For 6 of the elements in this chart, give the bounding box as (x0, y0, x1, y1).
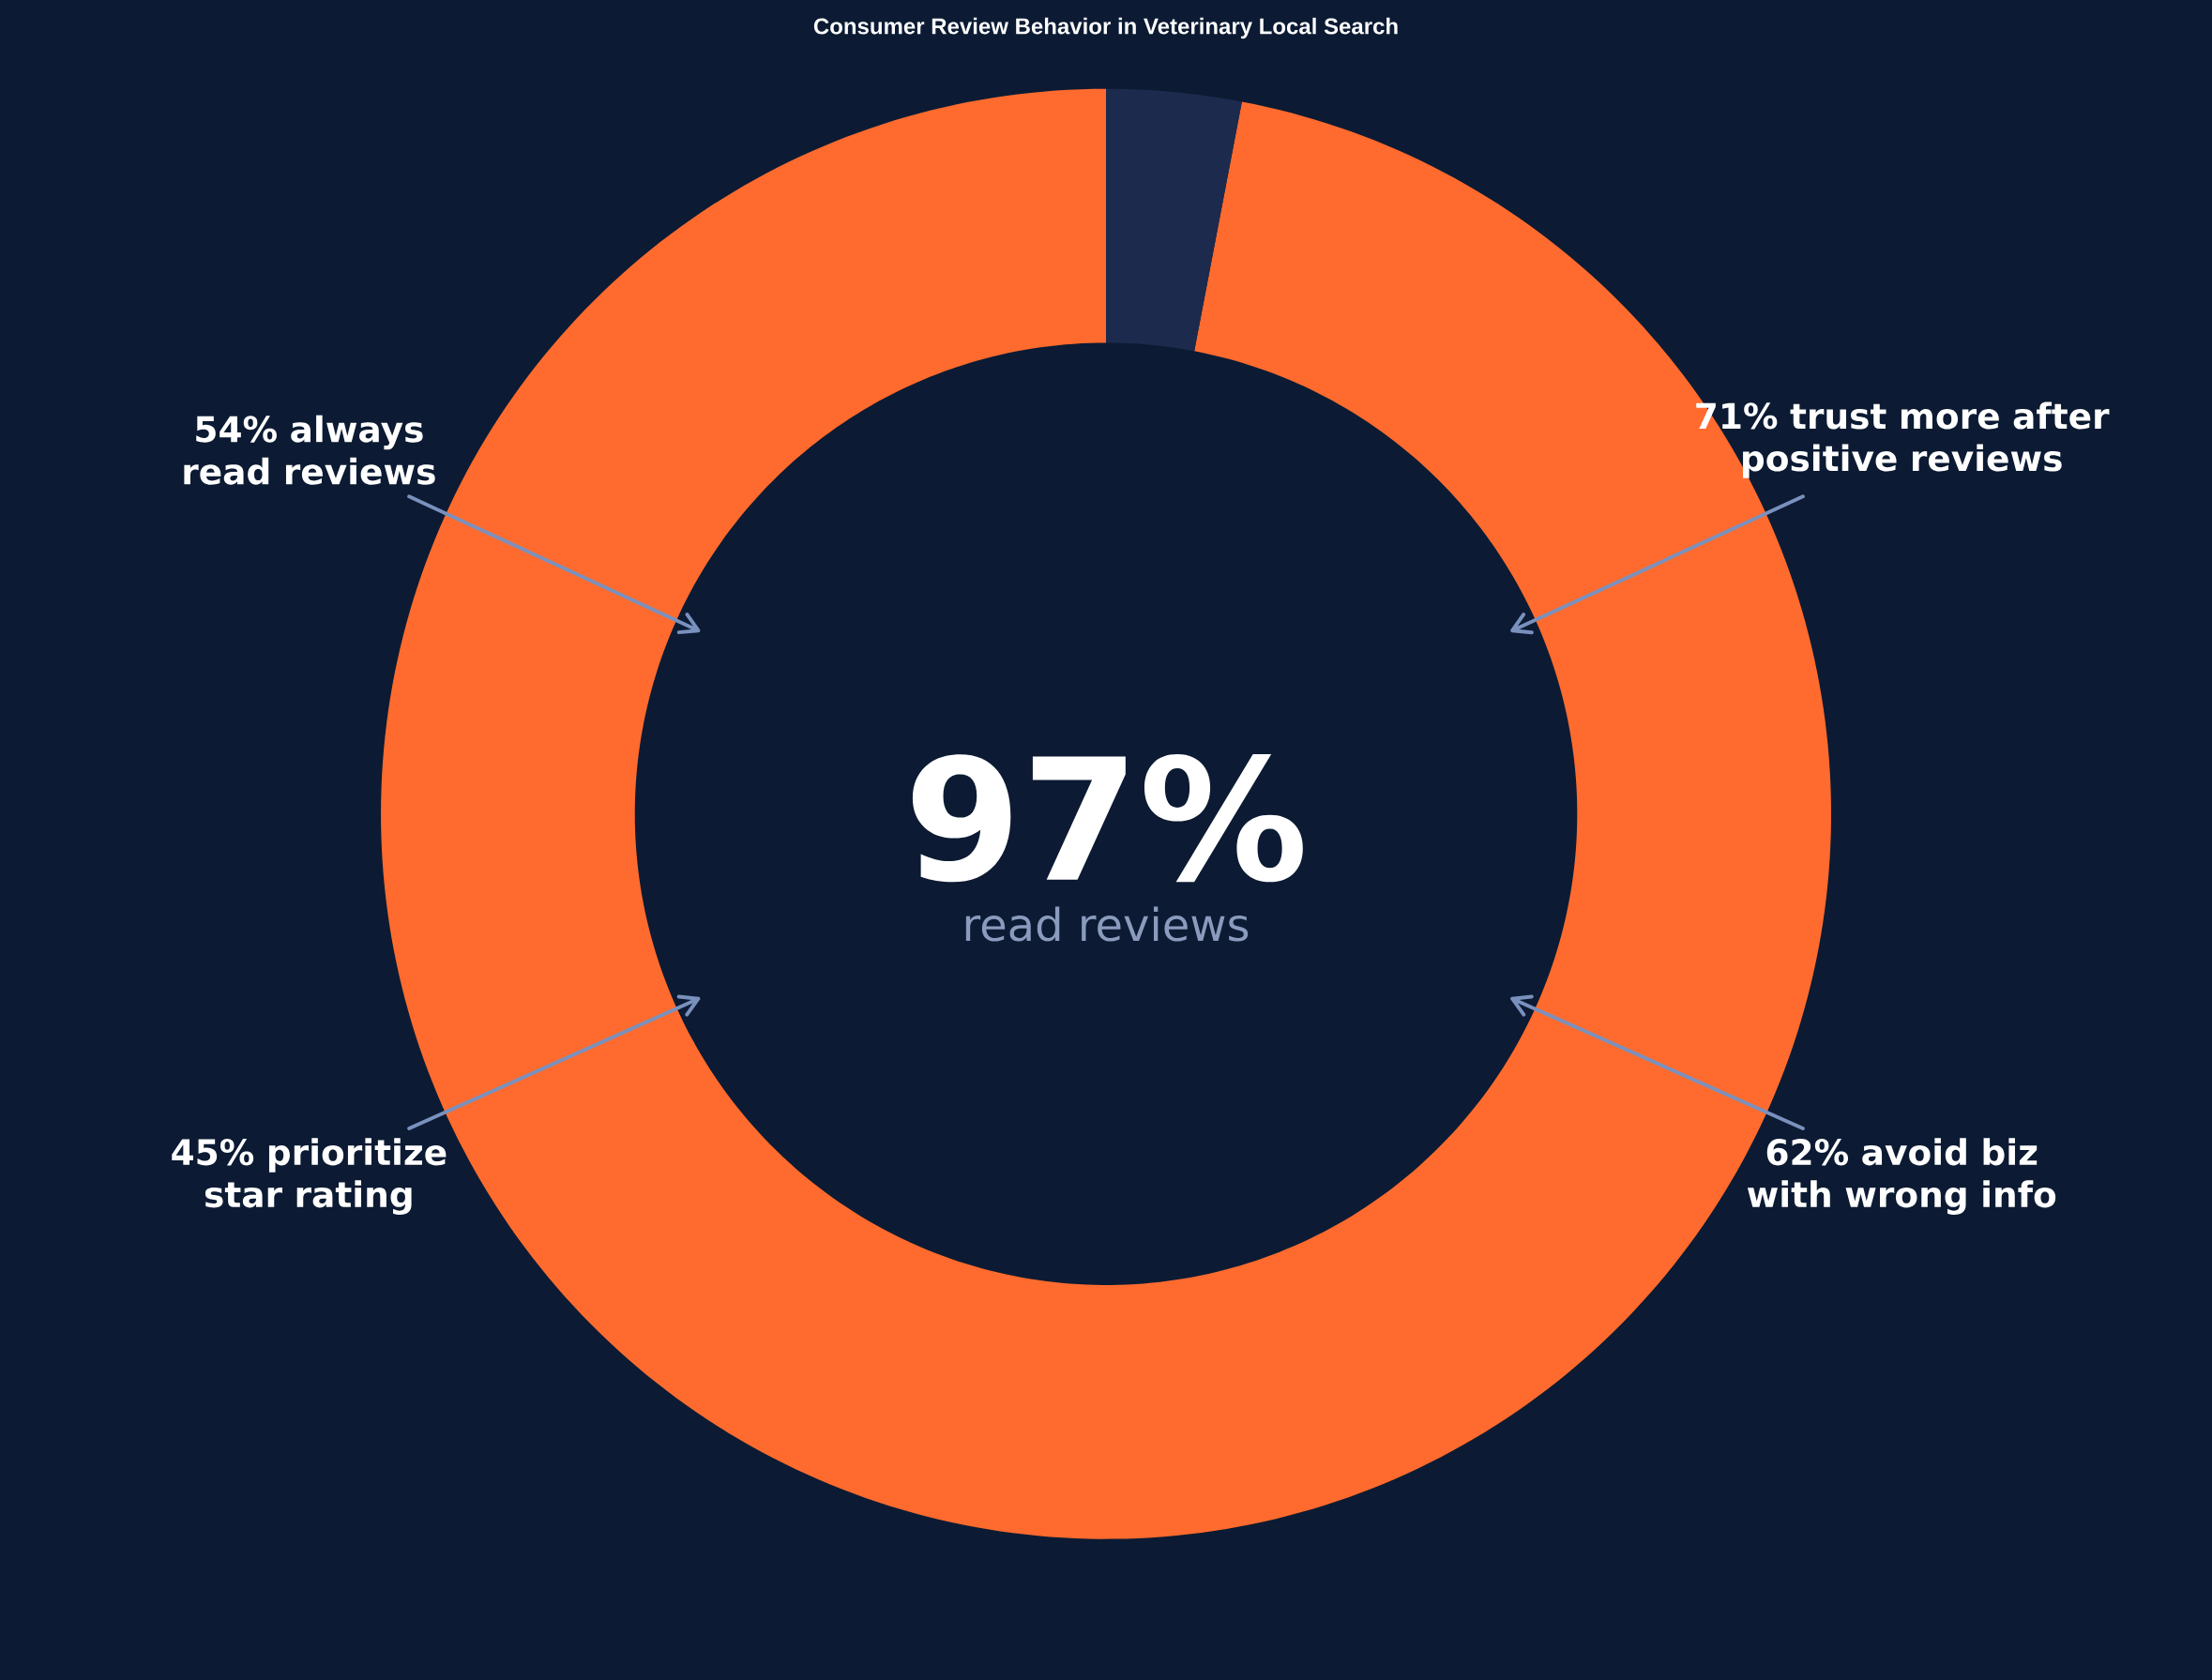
text: 62% avoid biz with wrong info (1747, 1138, 2056, 1215)
chart-title: Consumer Review Behavior in Veterinary Local Search (813, 17, 1398, 39)
text: 45% prioritize star rating (172, 1138, 447, 1215)
text: 97% (912, 754, 1303, 883)
text: 54% always read reviews (184, 415, 435, 485)
text: read reviews (965, 906, 1249, 942)
